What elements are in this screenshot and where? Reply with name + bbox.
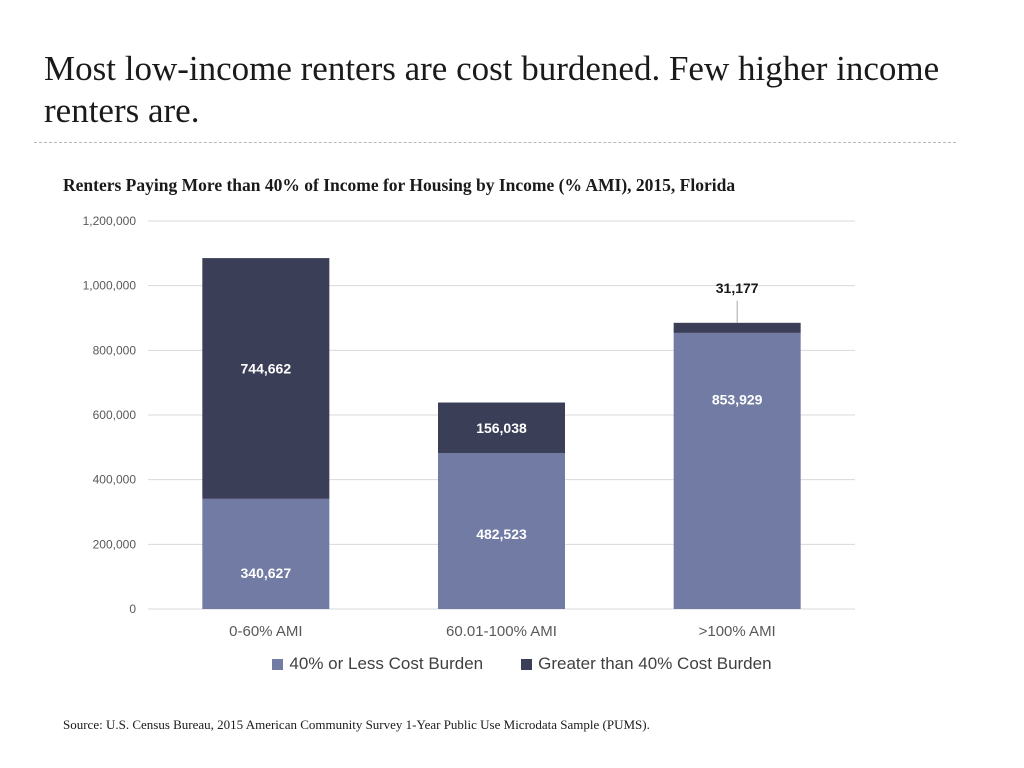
bar-segment-high-burden [438, 402, 565, 453]
chart-legend: 40% or Less Cost Burden Greater than 40%… [0, 654, 1024, 674]
data-label: 156,038 [476, 420, 527, 436]
y-tick-label: 0 [129, 602, 136, 616]
legend-item-high-burden: Greater than 40% Cost Burden [521, 654, 772, 674]
data-label: 340,627 [241, 565, 292, 581]
legend-label-low-burden: 40% or Less Cost Burden [289, 654, 484, 673]
legend-item-low-burden: 40% or Less Cost Burden [272, 654, 483, 674]
x-tick-label: 60.01-100% AMI [446, 623, 557, 640]
legend-swatch-low-burden [272, 658, 284, 670]
x-tick-label: 0-60% AMI [229, 623, 302, 640]
title-divider [34, 142, 956, 143]
data-label: 853,929 [712, 392, 763, 408]
data-label: 482,523 [476, 526, 527, 542]
slide-title: Most low-income renters are cost burdene… [44, 49, 940, 130]
bar-segment-high-burden [202, 258, 330, 499]
y-tick-label: 1,000,000 [83, 279, 137, 293]
data-label: 31,177 [716, 280, 759, 296]
bar-segment-low-burden [673, 332, 801, 609]
y-tick-label: 800,000 [93, 343, 137, 357]
bar-segment-high-burden [673, 322, 801, 333]
legend-swatch-high-burden [521, 658, 533, 670]
y-tick-label: 200,000 [93, 537, 137, 551]
source-note: Source: U.S. Census Bureau, 2015 America… [63, 717, 650, 732]
x-tick-label: >100% AMI [699, 623, 776, 640]
bar-segment-low-burden [438, 452, 565, 609]
legend-label-high-burden: Greater than 40% Cost Burden [538, 654, 772, 673]
y-tick-label: 1,200,000 [83, 214, 137, 228]
chart-title: Renters Paying More than 40% of Income f… [63, 175, 736, 195]
bar-segment-low-burden [202, 498, 330, 609]
y-tick-label: 600,000 [93, 408, 137, 422]
y-tick-label: 400,000 [93, 473, 137, 487]
data-label: 744,662 [241, 361, 292, 377]
